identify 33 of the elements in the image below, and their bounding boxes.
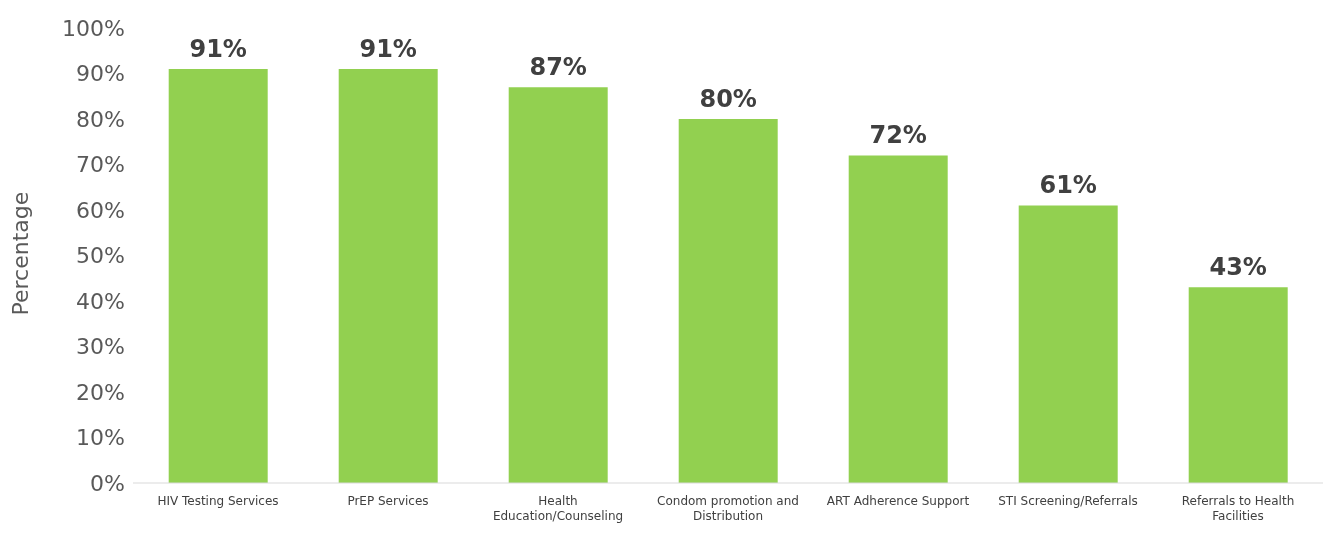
bar <box>338 68 438 483</box>
y-tick-label: 0% <box>90 470 125 496</box>
data-label: 87% <box>529 53 587 82</box>
y-tick-label: 80% <box>76 106 125 132</box>
x-tick-label: Referrals to Health Facilities <box>1181 494 1295 523</box>
x-tick-label: Health Education/Counseling <box>492 494 624 523</box>
y-tick-label: 50% <box>76 243 125 269</box>
x-tick-label: STI Screening/Referrals <box>998 494 1138 508</box>
y-tick-label: 20% <box>76 379 125 405</box>
y-tick-label: 90% <box>76 61 125 87</box>
x-tick-label: PrEP Services <box>347 494 429 508</box>
x-tick-label: Condom promotion and Distribution <box>657 494 799 523</box>
data-label: 91% <box>189 34 247 63</box>
x-tick-label: ART Adherence Support <box>826 494 970 508</box>
y-tick-label: 40% <box>76 288 125 314</box>
bar <box>678 119 778 483</box>
x-tick-label: HIV Testing Services <box>157 494 279 508</box>
y-tick-label: 60% <box>76 197 125 223</box>
data-label: 61% <box>1039 171 1097 200</box>
bar <box>508 87 608 483</box>
bar <box>1188 287 1288 483</box>
y-tick-label: 30% <box>76 334 125 360</box>
data-label: 43% <box>1209 253 1267 282</box>
data-label: 80% <box>699 85 757 113</box>
bar <box>848 155 948 483</box>
y-tick-label: 10% <box>76 425 125 451</box>
bar <box>1018 205 1118 483</box>
bar <box>168 68 268 483</box>
y-tick-label: 70% <box>76 152 125 178</box>
data-label: 72% <box>869 121 927 150</box>
y-tick-label: 100% <box>62 15 125 41</box>
y-axis-title: Percentage <box>7 191 33 316</box>
data-label: 91% <box>359 34 417 63</box>
